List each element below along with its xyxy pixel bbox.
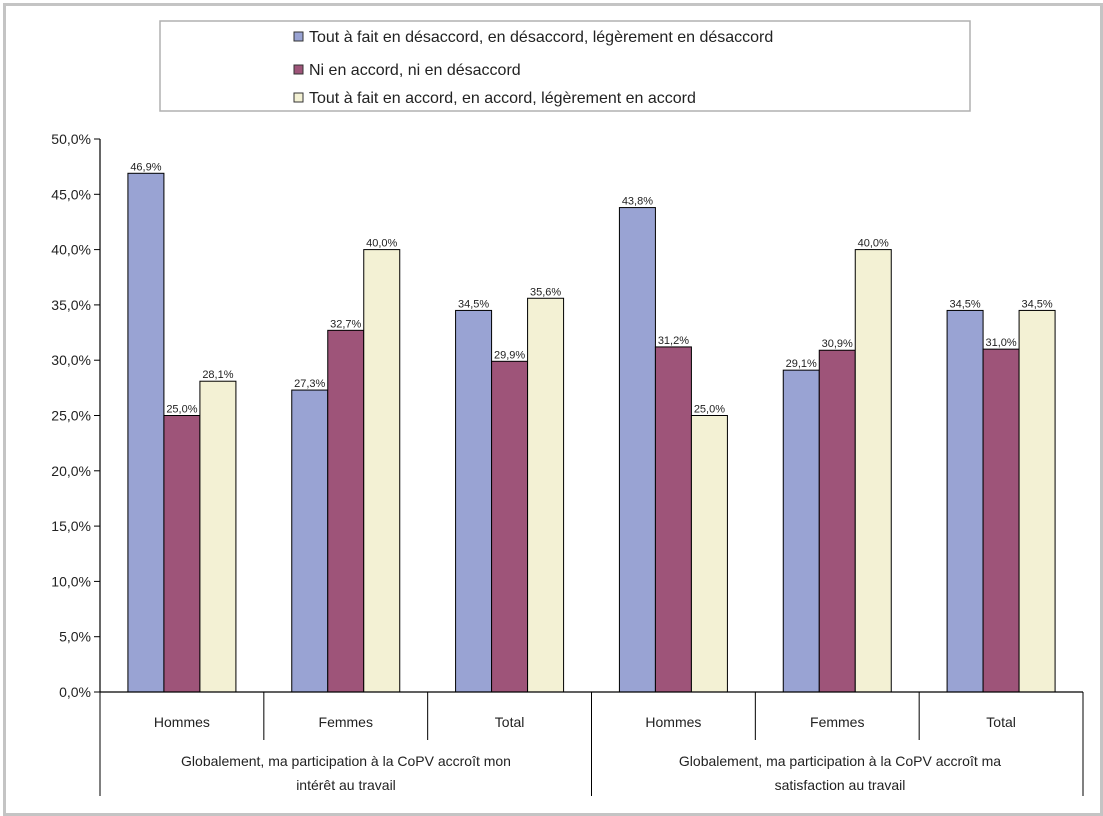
bar bbox=[982, 348, 1020, 693]
bar bbox=[291, 389, 329, 693]
bar-value-label: 31,2% bbox=[658, 335, 689, 347]
bar bbox=[782, 369, 820, 693]
bar-value-label: 31,0% bbox=[985, 337, 1016, 349]
legend-label-neutral: Ni en accord, ni en désaccord bbox=[309, 62, 521, 79]
group-label-1-line2: intérêt au travail bbox=[296, 777, 396, 793]
y-tick-label: 35,0% bbox=[51, 297, 91, 313]
bar-value-label: 27,3% bbox=[294, 378, 325, 390]
bar bbox=[1018, 309, 1056, 693]
legend-swatch-neutral bbox=[293, 64, 304, 75]
x-axis: Globalement, ma participation à la CoPV … bbox=[99, 691, 1084, 796]
bar-value-label: 29,9% bbox=[494, 349, 525, 361]
legend-label-disagree: Tout à fait en désaccord, en désaccord, … bbox=[309, 29, 773, 46]
y-tick-label: 45,0% bbox=[51, 186, 91, 202]
y-tick-label: 5,0% bbox=[59, 629, 91, 645]
legend-label-agree: Tout à fait en accord, en accord, légère… bbox=[309, 90, 696, 107]
bar bbox=[199, 380, 237, 693]
y-tick-label: 10,0% bbox=[51, 573, 91, 589]
bar-value-label: 32,7% bbox=[330, 318, 361, 330]
group-label-2-line2: satisfaction au travail bbox=[775, 777, 906, 793]
bar bbox=[455, 309, 493, 693]
y-tick-label: 25,0% bbox=[51, 408, 91, 424]
legend-swatch-disagree bbox=[293, 31, 304, 42]
bar bbox=[854, 249, 892, 693]
bar bbox=[327, 329, 365, 693]
group-label-2-line1: Globalement, ma participation à la CoPV … bbox=[679, 753, 1001, 769]
y-tick-label: 0,0% bbox=[59, 684, 91, 700]
bar bbox=[818, 349, 856, 693]
bar-value-label: 29,1% bbox=[786, 358, 817, 370]
y-tick-label: 20,0% bbox=[51, 463, 91, 479]
y-tick-label: 15,0% bbox=[51, 518, 91, 534]
bar bbox=[690, 415, 728, 693]
category-label: Hommes bbox=[645, 714, 701, 730]
bar-value-label: 34,5% bbox=[1021, 298, 1052, 310]
y-axis: 0,0% 5,0% 10,0% 15,0% 20,0% 25,0% 30,0% 35,0% 40… bbox=[51, 131, 101, 700]
bar-value-label: 25,0% bbox=[694, 404, 725, 416]
bar-value-label: 40,0% bbox=[858, 238, 889, 250]
y-tick-label: 40,0% bbox=[51, 242, 91, 258]
bar-value-label: 28,1% bbox=[202, 369, 233, 381]
bar-value-label: 25,0% bbox=[166, 404, 197, 416]
bar bbox=[946, 309, 984, 693]
legend-swatch-agree bbox=[293, 92, 304, 103]
bar bbox=[654, 346, 692, 693]
category-label: Femmes bbox=[810, 714, 864, 730]
bars: 46,9% 25,0% 28,1% 27,3% 32,7% 40,0% 34,5% 29,9%… bbox=[127, 161, 1056, 693]
bar-value-label: 34,5% bbox=[949, 298, 980, 310]
bar-value-label: 40,0% bbox=[366, 238, 397, 250]
category-label: Hommes bbox=[154, 714, 210, 730]
group-label-1-line1: Globalement, ma participation à la CoPV … bbox=[181, 753, 511, 769]
bar bbox=[127, 172, 165, 693]
category-label: Total bbox=[986, 714, 1016, 730]
y-tick-label: 50,0% bbox=[51, 131, 91, 147]
bar bbox=[363, 249, 401, 693]
category-label: Total bbox=[495, 714, 525, 730]
bar-value-label: 30,9% bbox=[822, 338, 853, 350]
category-label: Femmes bbox=[319, 714, 373, 730]
bar bbox=[527, 297, 565, 693]
bar bbox=[618, 207, 656, 693]
bar-value-label: 34,5% bbox=[458, 298, 489, 310]
y-tick-label: 30,0% bbox=[51, 352, 91, 368]
bar-value-label: 35,6% bbox=[530, 286, 561, 298]
bar bbox=[491, 360, 529, 693]
legend: Tout à fait en désaccord, en désaccord, … bbox=[159, 20, 971, 112]
bar-value-label: 43,8% bbox=[622, 196, 653, 208]
bar bbox=[163, 415, 201, 693]
bar-value-label: 46,9% bbox=[130, 161, 161, 173]
